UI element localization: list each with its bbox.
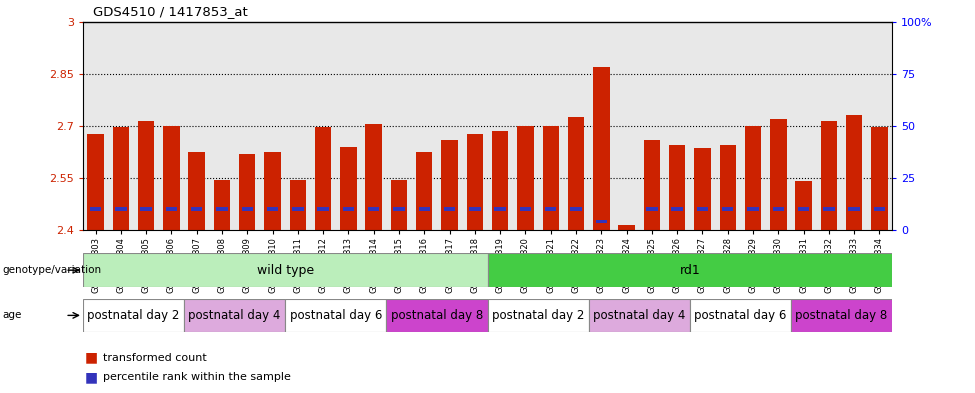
Bar — [285, 299, 386, 332]
Bar — [214, 180, 230, 230]
Bar — [90, 207, 101, 211]
Bar — [88, 134, 103, 230]
Bar — [83, 253, 488, 287]
Bar — [745, 126, 761, 230]
Bar — [589, 299, 690, 332]
Bar — [697, 207, 708, 211]
Bar — [416, 152, 433, 230]
Bar — [846, 115, 863, 230]
Bar — [393, 207, 405, 211]
Bar — [315, 127, 332, 230]
Text: postnatal day 2: postnatal day 2 — [88, 309, 179, 322]
Text: rd1: rd1 — [680, 264, 700, 277]
Bar — [191, 207, 203, 211]
Bar — [520, 207, 531, 211]
Bar — [593, 67, 609, 230]
Bar — [874, 207, 885, 211]
Bar — [239, 154, 255, 230]
Bar — [517, 126, 533, 230]
Bar — [570, 207, 582, 211]
Bar — [791, 299, 892, 332]
Bar — [772, 207, 784, 211]
Bar — [646, 207, 657, 211]
Bar — [391, 180, 408, 230]
Bar — [747, 207, 759, 211]
Text: postnatal day 4: postnatal day 4 — [593, 309, 685, 322]
Bar — [545, 207, 557, 211]
Bar — [216, 207, 228, 211]
Bar — [137, 121, 154, 230]
Bar — [770, 119, 787, 230]
Bar — [848, 207, 860, 211]
Bar — [140, 207, 152, 211]
Bar — [115, 207, 127, 211]
Bar — [342, 207, 354, 211]
Bar — [184, 299, 285, 332]
Bar — [188, 152, 205, 230]
Bar — [340, 147, 357, 230]
Bar — [823, 207, 835, 211]
Bar — [492, 131, 508, 230]
Text: GDS4510 / 1417853_at: GDS4510 / 1417853_at — [93, 5, 248, 18]
Text: postnatal day 8: postnatal day 8 — [796, 309, 887, 322]
Bar — [318, 207, 329, 211]
Text: postnatal day 8: postnatal day 8 — [391, 309, 483, 322]
Bar — [467, 134, 483, 230]
Text: ■: ■ — [85, 370, 98, 384]
Bar — [166, 207, 177, 211]
Bar — [469, 207, 481, 211]
Bar — [669, 145, 685, 230]
Bar — [596, 220, 607, 224]
Bar — [368, 207, 379, 211]
Text: wild type: wild type — [256, 264, 314, 277]
Bar — [366, 124, 382, 230]
Bar — [264, 152, 281, 230]
Bar — [83, 299, 184, 332]
Bar — [542, 126, 559, 230]
Bar — [722, 207, 733, 211]
Text: ■: ■ — [85, 351, 98, 365]
Bar — [798, 207, 809, 211]
Bar — [618, 225, 635, 230]
Bar — [872, 127, 887, 230]
Bar — [796, 181, 812, 230]
Bar — [690, 299, 791, 332]
Bar — [720, 145, 736, 230]
Bar — [242, 207, 253, 211]
Bar — [112, 127, 129, 230]
Bar — [418, 207, 430, 211]
Text: percentile rank within the sample: percentile rank within the sample — [103, 372, 292, 382]
Text: transformed count: transformed count — [103, 353, 207, 363]
Text: postnatal day 4: postnatal day 4 — [188, 309, 281, 322]
Bar — [386, 299, 488, 332]
Bar — [644, 140, 660, 230]
Text: postnatal day 6: postnatal day 6 — [694, 309, 787, 322]
Bar — [672, 207, 682, 211]
Bar — [444, 207, 455, 211]
Bar — [163, 126, 179, 230]
Bar — [488, 299, 589, 332]
Bar — [567, 117, 584, 230]
Text: genotype/variation: genotype/variation — [2, 265, 101, 275]
Bar — [292, 207, 303, 211]
Text: postnatal day 2: postnatal day 2 — [492, 309, 584, 322]
Text: age: age — [2, 310, 21, 320]
Bar — [267, 207, 278, 211]
Bar — [290, 180, 306, 230]
Bar — [494, 207, 506, 211]
Bar — [821, 121, 838, 230]
Bar — [488, 253, 892, 287]
Bar — [694, 148, 711, 230]
Bar — [442, 140, 458, 230]
Text: postnatal day 6: postnatal day 6 — [290, 309, 382, 322]
